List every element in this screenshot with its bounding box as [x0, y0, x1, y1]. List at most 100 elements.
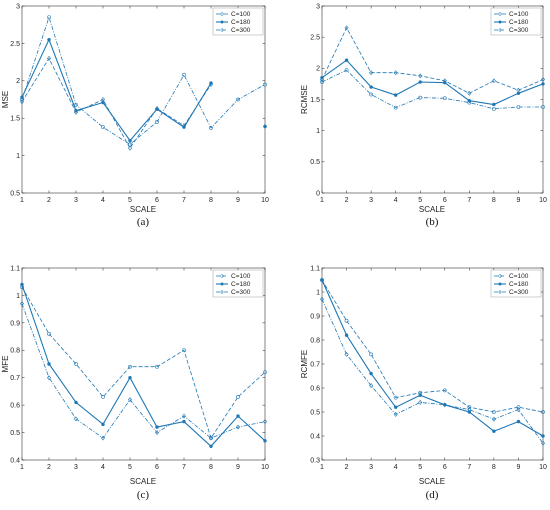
data-point — [393, 405, 398, 409]
y-tick-label: 3 — [316, 3, 320, 10]
x-tick-label: 1 — [20, 464, 24, 471]
data-point — [418, 73, 423, 79]
data-point — [369, 383, 374, 389]
data-point — [393, 105, 398, 110]
data-point — [516, 87, 521, 93]
x-tick-label: 6 — [155, 464, 159, 471]
x-tick-label: 10 — [261, 464, 269, 471]
data-point — [467, 405, 472, 410]
data-point — [516, 91, 521, 95]
data-point — [20, 282, 24, 287]
x-tick-label: 7 — [467, 464, 471, 471]
chart-panel-1: 0.511.522.531 2 3 4 5 6 7 8 9 10SCALEMSE(a)C=100C… — [1, 3, 269, 228]
legend-marker — [220, 12, 224, 16]
data-point — [320, 77, 324, 83]
x-tick-label: 6 — [155, 197, 159, 204]
data-point — [101, 435, 105, 441]
series-C=180 — [320, 278, 545, 438]
data-point — [155, 120, 159, 124]
data-point — [263, 439, 267, 443]
y-tick-label: 1 — [16, 293, 20, 300]
data-point — [182, 413, 186, 419]
series-C=300 — [320, 25, 545, 96]
series-C=180 — [320, 58, 545, 107]
panel-caption: (b) — [426, 216, 439, 228]
legend-marker — [498, 274, 502, 278]
series-line — [321, 59, 544, 106]
data-point — [418, 80, 422, 84]
y-tick-label: 2 — [16, 78, 20, 85]
panel-caption: (c) — [137, 489, 150, 501]
y-tick-label: 0.6 — [310, 385, 320, 392]
x-tick-label: 1 — [320, 197, 324, 204]
data-point — [442, 96, 447, 101]
y-tick-label: 2 — [316, 66, 320, 73]
y-tick-label: 0.9 — [310, 313, 320, 320]
data-point — [182, 419, 186, 424]
data-point — [20, 301, 24, 307]
legend-label: C=100 — [509, 273, 529, 280]
data-point — [344, 333, 349, 337]
data-point — [393, 70, 398, 76]
x-tick-label: 10 — [539, 197, 547, 204]
x-tick-label: 4 — [101, 464, 105, 471]
x-axis-label: SCALE — [130, 205, 156, 214]
x-tick-label: 2 — [47, 197, 51, 204]
x-tick-label: 5 — [128, 464, 132, 471]
x-tick-label: 8 — [209, 197, 213, 204]
x-tick-label: 8 — [209, 464, 213, 471]
series-line — [21, 286, 266, 440]
data-point — [101, 100, 105, 105]
x-tick-label: 7 — [182, 464, 186, 471]
data-point — [209, 82, 213, 88]
x-tick-label: 5 — [418, 464, 422, 471]
data-point — [101, 395, 105, 399]
data-point — [344, 25, 349, 31]
x-tick-label: 5 — [418, 197, 422, 204]
data-point — [492, 102, 496, 107]
legend-label: C=300 — [231, 289, 251, 296]
data-point — [47, 15, 51, 20]
y-tick-label: 0.7 — [10, 375, 20, 382]
data-point — [541, 105, 545, 109]
series-C=100 — [320, 68, 545, 111]
y-tick-label: 0.4 — [310, 433, 320, 440]
x-tick-label: 8 — [492, 464, 496, 471]
data-point — [101, 422, 105, 427]
data-point — [467, 407, 472, 413]
legend-label: C=180 — [509, 19, 529, 26]
data-point — [491, 78, 496, 84]
data-point — [516, 405, 521, 410]
y-tick-label: 1.5 — [10, 116, 20, 123]
y-tick-label: 1.1 — [10, 265, 20, 272]
data-point — [47, 55, 51, 61]
legend-marker — [220, 27, 224, 33]
chart-panel-3: 0.4 0.5 0.6 0.7 0.8 0.9 1 1.1 1 2 3 4 5 6 7 8 9 10 SCALE MF… — [1, 265, 269, 501]
data-point — [541, 434, 545, 438]
legend-marker — [498, 27, 502, 33]
y-tick-label: 0.5 — [10, 430, 20, 437]
series-line — [21, 284, 266, 448]
x-tick-label: 6 — [443, 197, 447, 204]
series-C=180 — [20, 37, 267, 143]
y-tick-label: 0.5 — [10, 190, 20, 197]
series-line — [321, 69, 543, 110]
data-point — [492, 429, 496, 433]
series-line — [321, 299, 544, 444]
data-point — [263, 82, 267, 87]
data-point — [182, 348, 186, 353]
y-tick-label: 0.3 — [310, 457, 320, 464]
legend-marker — [220, 274, 224, 278]
y-tick-label: 1 — [316, 289, 320, 296]
legend-marker — [498, 12, 502, 16]
data-point — [369, 70, 374, 76]
data-point — [442, 388, 447, 393]
series-line — [21, 38, 212, 142]
y-axis-label: RCMFE — [300, 350, 309, 378]
y-tick-label: 0.5 — [310, 159, 320, 166]
data-point — [182, 123, 186, 129]
y-tick-label: 0.8 — [310, 337, 320, 344]
data-point — [442, 78, 447, 84]
